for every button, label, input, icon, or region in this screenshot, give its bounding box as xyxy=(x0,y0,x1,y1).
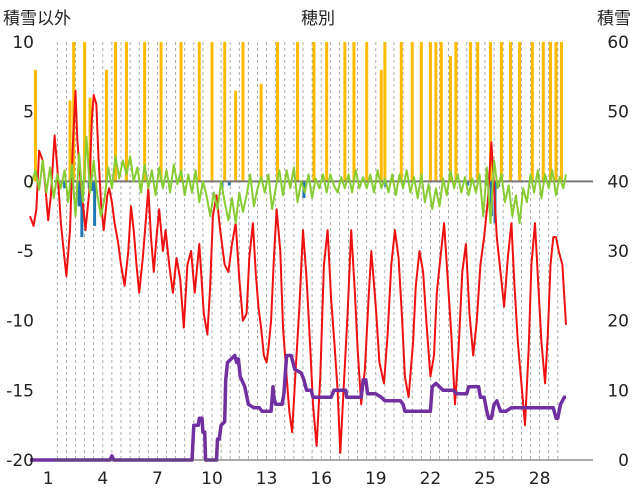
right-tick-label: 60 xyxy=(607,33,629,53)
precip-bar xyxy=(227,181,231,186)
snow-line xyxy=(30,353,566,462)
right-tick-label: 40 xyxy=(607,172,629,192)
left-tick-label: 0 xyxy=(23,172,34,192)
precip-bar xyxy=(63,181,67,189)
precip-bar xyxy=(80,181,84,238)
right-axis: 60 50 40 30 20 10 0 xyxy=(607,33,629,471)
left-tick-label: -10 xyxy=(6,312,34,332)
left-tick-label: -15 xyxy=(6,381,34,401)
sunshine-series xyxy=(33,42,563,182)
x-axis: 1 4 7 10 13 16 19 22 25 28 xyxy=(43,469,551,489)
x-tick-label: 25 xyxy=(474,469,496,489)
chart-title: 穂別 xyxy=(301,9,335,29)
left-axis: 10 5 0 -5 -10 -15 -20 xyxy=(6,33,34,471)
x-tick-label: 1 xyxy=(43,469,54,489)
line-series xyxy=(29,89,567,462)
left-tick-label: 10 xyxy=(12,33,34,53)
right-tick-label: 50 xyxy=(607,103,629,123)
right-tick-label: 20 xyxy=(607,312,629,332)
precip-bar xyxy=(77,181,81,207)
wind-line xyxy=(29,135,567,225)
precip-bar xyxy=(91,181,95,192)
x-tick-label: 13 xyxy=(256,469,278,489)
right-tick-label: 0 xyxy=(618,451,629,471)
x-tick-label: 16 xyxy=(310,469,332,489)
left-tick-label: -20 xyxy=(6,451,34,471)
left-axis-label: 積雪以外 xyxy=(3,9,71,29)
precip-bar xyxy=(93,181,97,226)
left-tick-label: 5 xyxy=(23,103,34,123)
x-tick-label: 22 xyxy=(420,469,442,489)
x-tick-label: 28 xyxy=(529,469,551,489)
right-axis-label: 積雪 xyxy=(597,9,631,29)
precip-bar xyxy=(466,181,470,186)
right-tick-label: 30 xyxy=(607,242,629,262)
temperature-line xyxy=(29,89,567,454)
x-tick-label: 10 xyxy=(201,469,223,489)
left-tick-label: -5 xyxy=(17,242,34,262)
x-tick-label: 19 xyxy=(365,469,387,489)
x-tick-label: 7 xyxy=(152,469,163,489)
x-tick-label: 4 xyxy=(97,469,108,489)
right-tick-label: 10 xyxy=(607,381,629,401)
